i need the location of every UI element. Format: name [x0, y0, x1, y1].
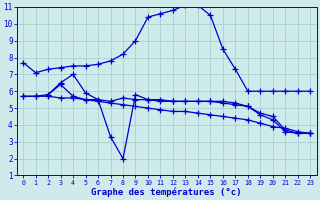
X-axis label: Graphe des températures (°c): Graphe des températures (°c)	[92, 187, 242, 197]
